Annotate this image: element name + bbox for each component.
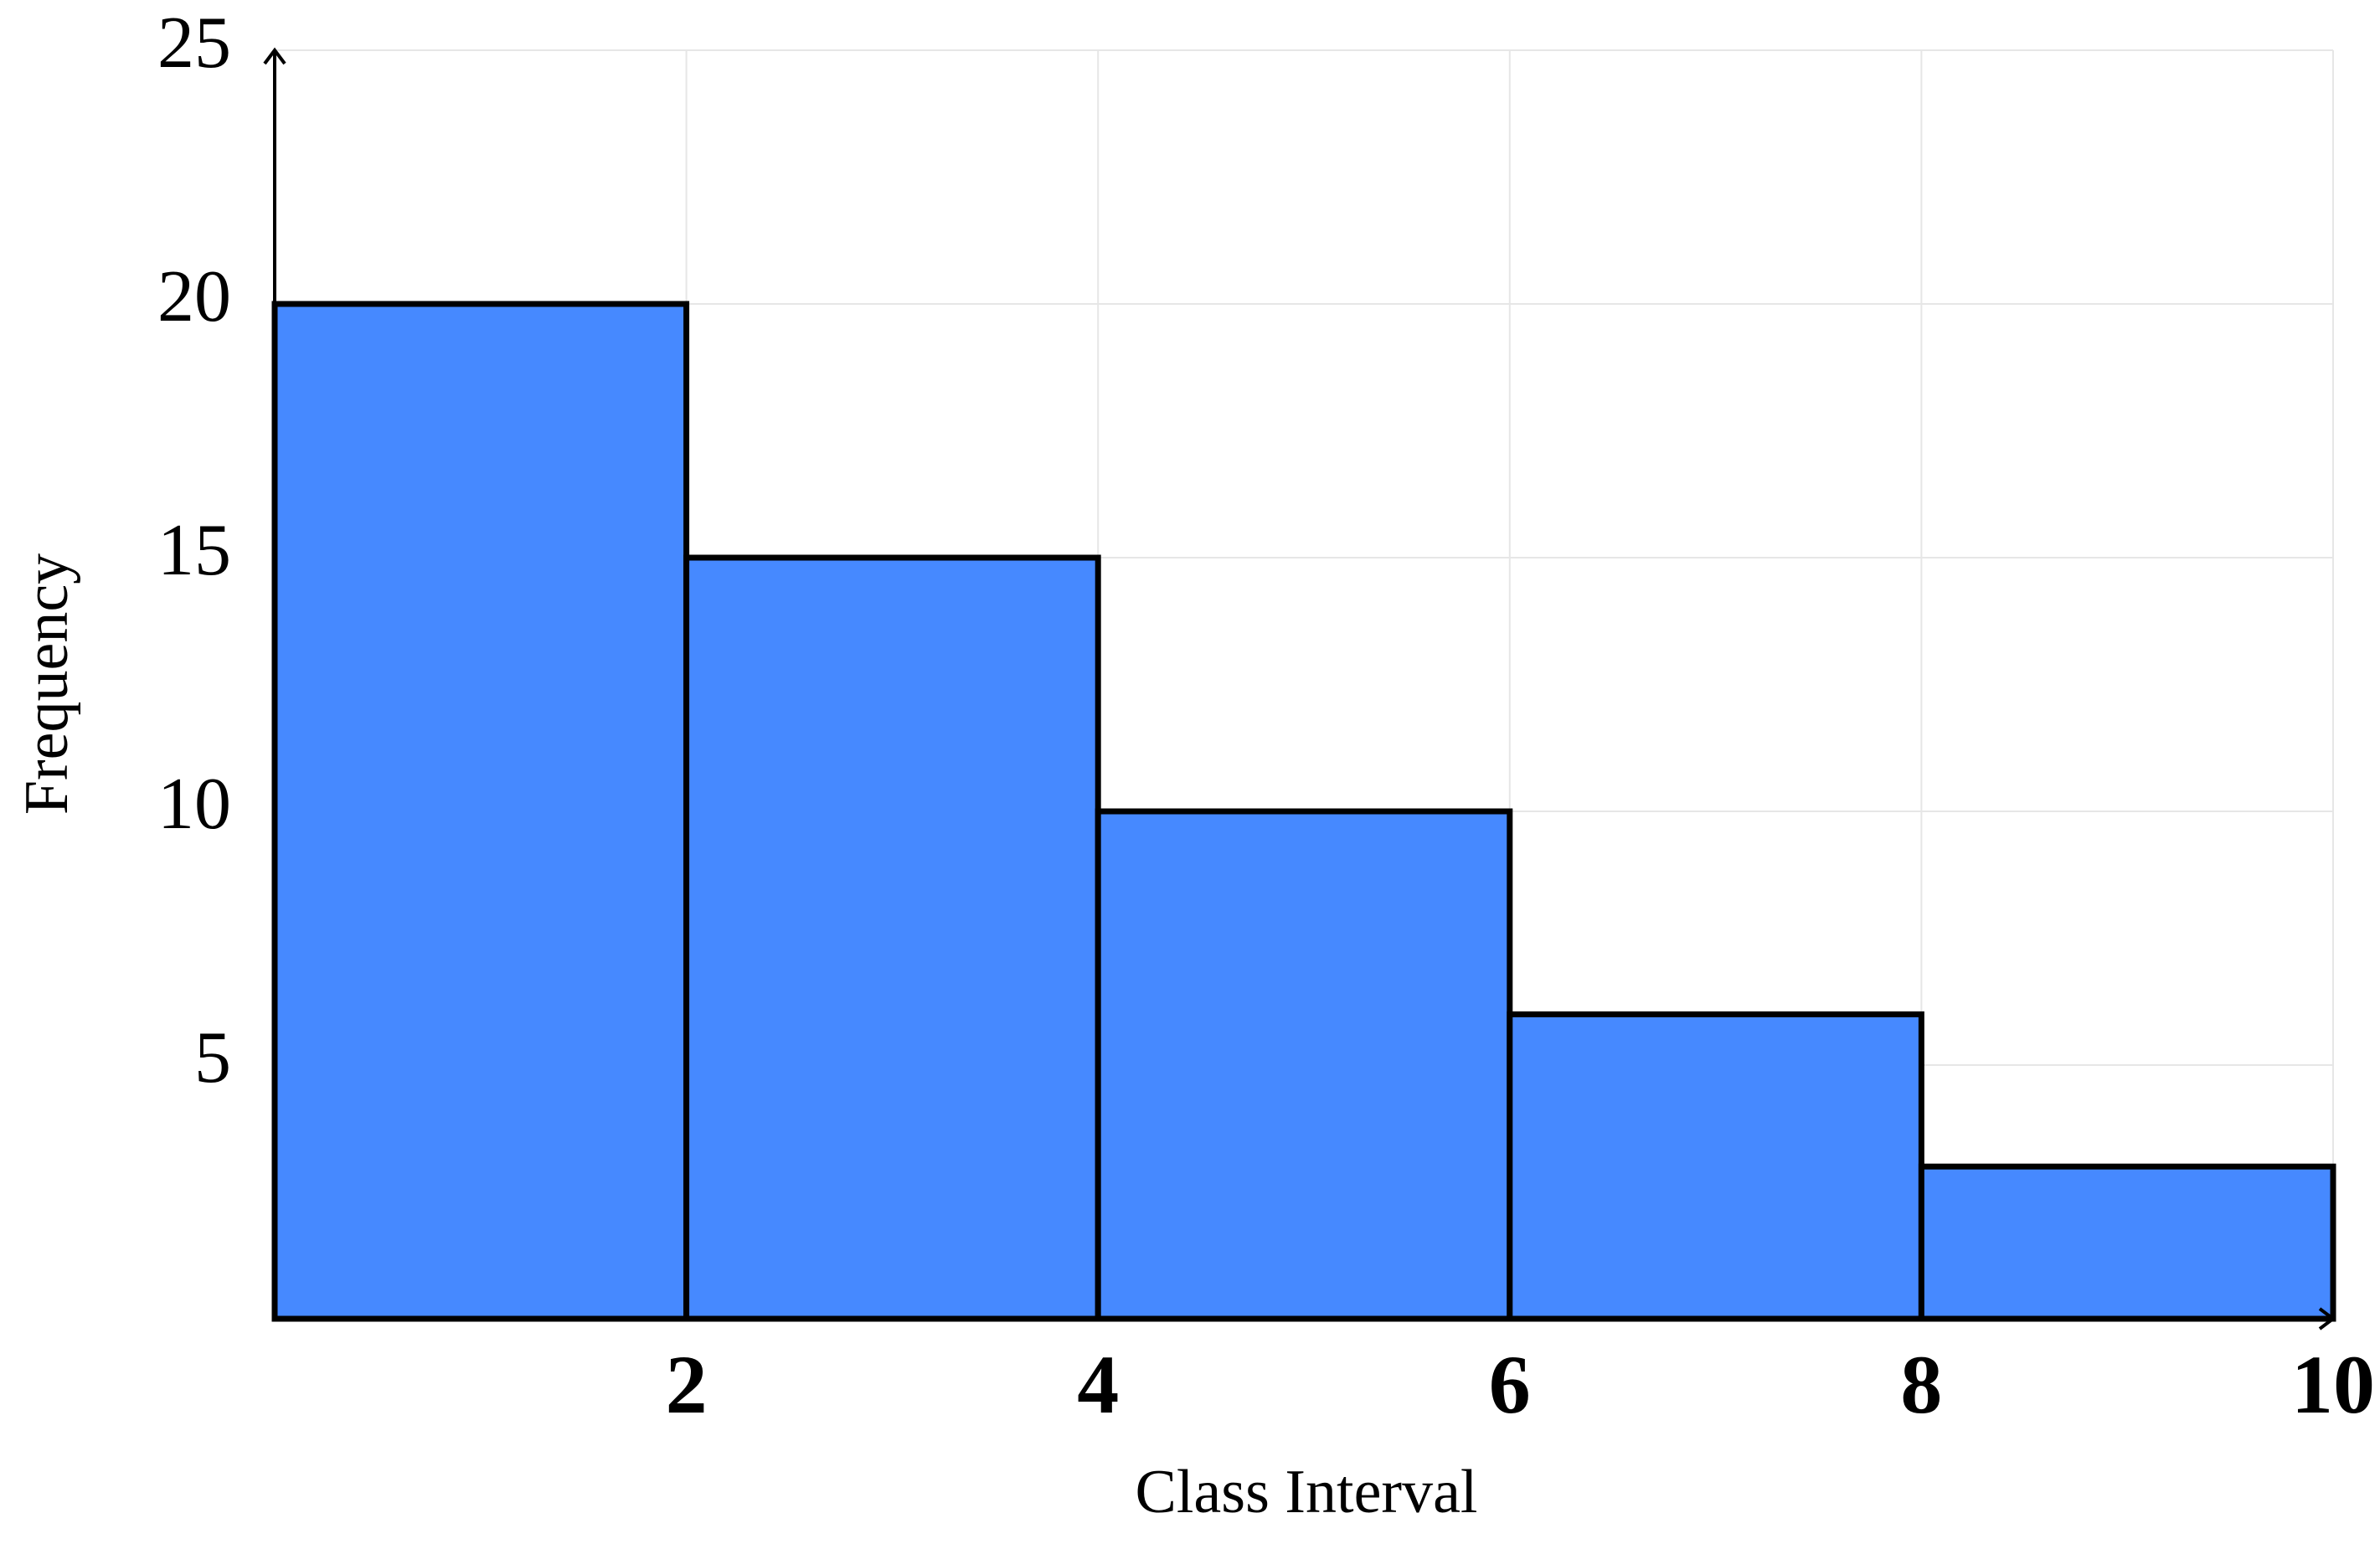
y-tick-label: 15 bbox=[157, 510, 231, 591]
x-tick-label: 8 bbox=[1900, 1338, 1942, 1431]
bar bbox=[1507, 1011, 1924, 1322]
y-tick-label: 10 bbox=[157, 764, 231, 845]
y-tick-label: 25 bbox=[157, 3, 231, 84]
x-tick-label: 6 bbox=[1489, 1338, 1531, 1431]
bar bbox=[1095, 808, 1513, 1322]
x-tick-label: 10 bbox=[2291, 1338, 2375, 1431]
x-axis-arrow bbox=[2318, 1307, 2336, 1330]
bar bbox=[683, 554, 1101, 1322]
y-tick-label: 20 bbox=[157, 256, 231, 337]
x-tick-label: 4 bbox=[1077, 1338, 1119, 1431]
x-tick-label: 2 bbox=[666, 1338, 708, 1431]
bar bbox=[1918, 1163, 2336, 1322]
y-axis-label: Frequency bbox=[13, 553, 81, 815]
y-tick-label: 5 bbox=[194, 1017, 231, 1099]
bar bbox=[271, 301, 690, 1322]
x-axis-label: Class Interval bbox=[1136, 1458, 1478, 1526]
y-axis-arrow bbox=[263, 47, 286, 65]
